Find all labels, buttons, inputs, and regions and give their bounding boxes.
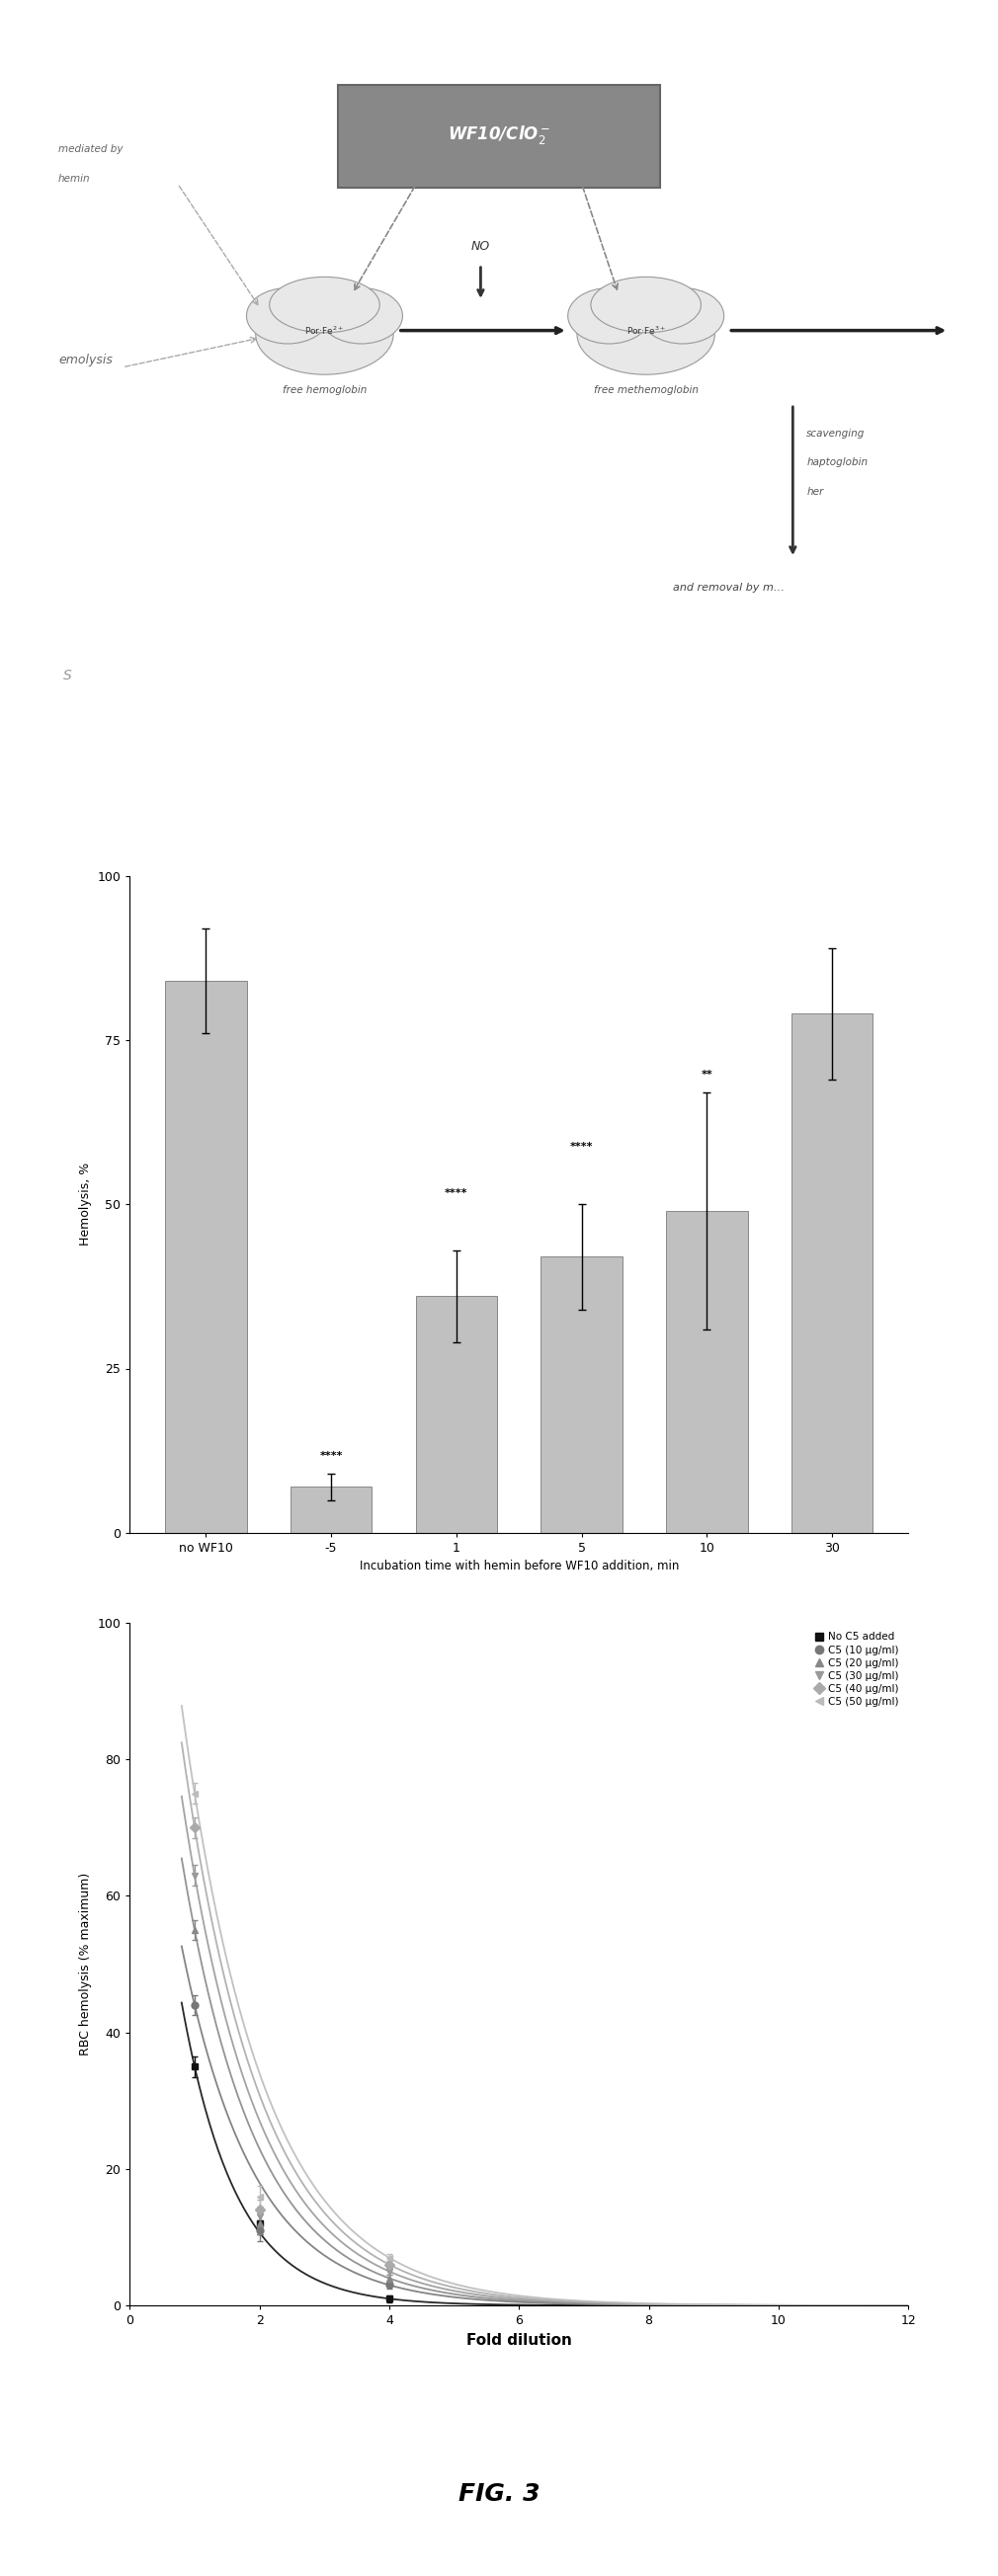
Bar [165,981,247,1533]
Y-axis label: RBC hemolysis (% maximum): RBC hemolysis (% maximum) [79,1873,92,2056]
Text: ****: **** [445,1188,468,1198]
Ellipse shape [577,294,715,374]
X-axis label: Incubation time with hemin before WF10 addition, min: Incubation time with hemin before WF10 a… [359,1561,679,1574]
Ellipse shape [591,276,701,332]
Text: Por·Fe$^{2+}$: Por·Fe$^{2+}$ [304,325,344,337]
Ellipse shape [642,289,724,343]
Text: haptoglobin: haptoglobin [806,459,868,469]
Text: ****: **** [319,1450,342,1461]
Text: emolysis: emolysis [58,353,113,366]
Text: and removal by m…: and removal by m… [673,582,784,592]
X-axis label: Fold dilution: Fold dilution [466,2334,572,2347]
Bar [415,1296,497,1533]
Text: NO: NO [471,240,490,252]
Ellipse shape [247,289,329,343]
Text: her: her [806,487,823,497]
Text: **: ** [701,1069,713,1079]
Text: WF10/ClO$_2^-$: WF10/ClO$_2^-$ [448,124,550,147]
Bar [290,1486,372,1533]
Text: Por·Fe$^{3+}$: Por·Fe$^{3+}$ [626,325,666,337]
Text: free methemoglobin: free methemoglobin [594,386,699,397]
Text: scavenging: scavenging [806,428,865,438]
Text: S: S [63,670,72,683]
Bar [666,1211,748,1533]
Y-axis label: Hemolysis, %: Hemolysis, % [79,1162,92,1247]
Bar [541,1257,623,1533]
Legend: No C5 added, C5 (10 μg/ml), C5 (20 μg/ml), C5 (30 μg/ml), C5 (40 μg/ml), C5 (50 : No C5 added, C5 (10 μg/ml), C5 (20 μg/ml… [809,1628,903,1710]
FancyBboxPatch shape [338,85,660,188]
Ellipse shape [320,289,402,343]
Text: FIG. 3: FIG. 3 [458,2481,540,2506]
Text: mediated by: mediated by [58,144,123,155]
Ellipse shape [568,289,651,343]
Ellipse shape [269,276,379,332]
Ellipse shape [255,294,393,374]
Text: free hemoglobin: free hemoglobin [282,386,366,397]
Bar [791,1015,873,1533]
Text: hemin: hemin [58,173,91,183]
Text: ****: **** [570,1141,593,1151]
